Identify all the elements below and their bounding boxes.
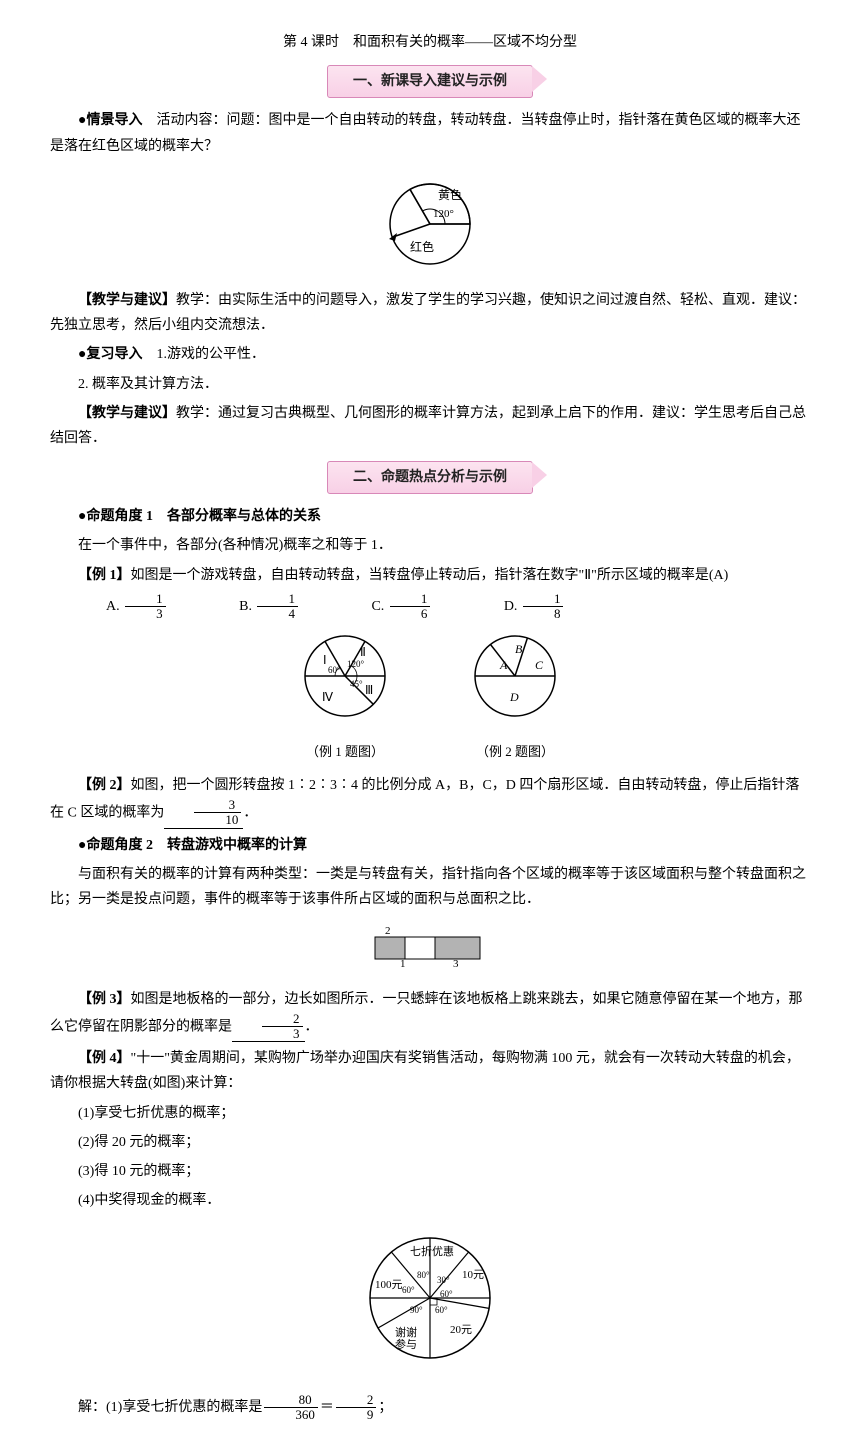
ex2-label: 【例 2】 (78, 778, 131, 793)
lesson-title: 第 4 课时 和面积有关的概率——区域不均分型 (50, 30, 810, 55)
svg-text:Ⅲ: Ⅲ (365, 683, 373, 697)
svg-text:1: 1 (400, 958, 406, 967)
solution: 解：(1)享受七折优惠的概率是80360＝29； (50, 1393, 810, 1423)
ex1-label: 【例 1】 (78, 568, 131, 583)
svg-text:60°: 60° (440, 1289, 453, 1299)
ex1-text: 如图是一个游戏转盘，自由转动转盘，当转盘停止转动后，指针落在数字"Ⅱ"所示区域的… (131, 568, 729, 583)
svg-text:红色: 红色 (410, 239, 434, 254)
svg-text:黄色: 黄色 (438, 188, 462, 202)
angle1-text: 在一个事件中，各部分(各种情况)概率之和等于 1． (50, 533, 810, 558)
svg-text:3: 3 (453, 958, 459, 967)
prize-wheel-svg: 七折优惠 10元 20元 谢谢 参与 100元 80° 30° 60° 60° … (345, 1223, 515, 1373)
svg-text:20元: 20元 (450, 1324, 472, 1336)
banner-2-text: 二、命题热点分析与示例 (327, 461, 533, 494)
ex1-figure: Ⅰ Ⅱ Ⅲ Ⅳ 60° 120° 45° （例 1 题图） (290, 631, 400, 763)
sol-text2: ； (378, 1400, 392, 1415)
svg-text:30°: 30° (437, 1275, 450, 1285)
svg-text:七折优惠: 七折优惠 (410, 1244, 454, 1258)
intro-text: 活动内容：问题：图中是一个自由转动的转盘，转动转盘．当转盘停止时，指针落在黄色区… (50, 113, 800, 153)
svg-text:60°: 60° (402, 1285, 415, 1295)
ex3-figure: 2 1 3 (50, 922, 810, 976)
sol-label: 解： (78, 1400, 106, 1415)
svg-text:60°: 60° (435, 1305, 448, 1315)
ex1-ex2-figures: Ⅰ Ⅱ Ⅲ Ⅳ 60° 120° 45° （例 1 题图） A B C D （例… (50, 631, 810, 763)
intro-scenario: ●情景导入 活动内容：问题：图中是一个自由转动的转盘，转动转盘．当转盘停止时，指… (50, 108, 810, 158)
svg-text:2: 2 (385, 925, 391, 937)
ex1-options: A. 13 B. 14 C. 16 D. 18 (50, 592, 810, 622)
ex2-text2: ． (243, 806, 257, 821)
ex4-figure: 七折优惠 10元 20元 谢谢 参与 100元 80° 30° 60° 60° … (50, 1223, 810, 1382)
section-2-banner: 二、命题热点分析与示例 (50, 461, 810, 494)
ex3-text2: ． (305, 1019, 319, 1034)
ex1-caption: （例 1 题图） (290, 740, 400, 763)
ex2-figure: A B C D （例 2 题图） (460, 631, 570, 763)
teaching-advice-1: 【教学与建议】教学：由实际生活中的问题导入，激发了学生的学习兴趣，使知识之间过渡… (50, 288, 810, 338)
option-a: A. 13 (78, 592, 168, 622)
svg-text:80°: 80° (417, 1270, 430, 1280)
ex2-caption: （例 2 题图） (460, 740, 570, 763)
ex4-q3: (3)得 10 元的概率； (50, 1159, 810, 1184)
ex4-label: 【例 4】 (78, 1051, 131, 1066)
spinner-1-figure: 黄色 120° 红色 (50, 169, 810, 278)
svg-text:参与: 参与 (395, 1337, 417, 1351)
ex4-q1: (1)享受七折优惠的概率； (50, 1101, 810, 1126)
angle1-lead: ●命题角度 1 各部分概率与总体的关系 (50, 504, 810, 529)
teaching-advice-2: 【教学与建议】教学：通过复习古典概型、几何图形的概率计算方法，起到承上启下的作用… (50, 401, 810, 451)
svg-text:Ⅱ: Ⅱ (360, 645, 366, 659)
ex4-q4: (4)中奖得现金的概率． (50, 1188, 810, 1213)
svg-text:B: B (515, 642, 523, 656)
example-2: 【例 2】如图，把一个圆形转盘按 1∶2∶3∶4 的比例分成 A，B，C，D 四… (50, 773, 810, 829)
spinner-1-svg: 黄色 120° 红色 (375, 169, 485, 269)
svg-text:120°: 120° (433, 208, 454, 220)
option-b: B. 14 (211, 592, 300, 622)
svg-text:C: C (535, 658, 544, 672)
example-3: 【例 3】如图是地板格的一部分，边长如图所示．一只蟋蟀在该地板格上跳来跳去，如果… (50, 987, 810, 1043)
example-1: 【例 1】如图是一个游戏转盘，自由转动转盘，当转盘停止转动后，指针落在数字"Ⅱ"… (50, 563, 810, 588)
section-1-banner: 一、新课导入建议与示例 (50, 65, 810, 98)
svg-text:60°: 60° (328, 665, 341, 675)
sol-eq: ＝ (320, 1400, 334, 1415)
floor-svg: 2 1 3 (355, 922, 505, 967)
svg-text:Ⅳ: Ⅳ (322, 690, 333, 704)
ex2-text1: 如图，把一个圆形转盘按 1∶2∶3∶4 的比例分成 A，B，C，D 四个扇形区域… (50, 778, 799, 821)
angle2-lead: ●命题角度 2 转盘游戏中概率的计算 (50, 833, 810, 858)
svg-text:A: A (499, 658, 508, 672)
ex2-spinner-svg: A B C D (460, 631, 570, 726)
svg-text:100元: 100元 (375, 1279, 403, 1291)
svg-text:Ⅰ: Ⅰ (323, 653, 327, 667)
teach1-label: 【教学与建议】 (78, 293, 176, 308)
review-item2: 2. 概率及其计算方法． (50, 372, 810, 397)
sol-text1: (1)享受七折优惠的概率是 (106, 1400, 262, 1415)
banner-1-text: 一、新课导入建议与示例 (327, 65, 533, 98)
ex3-answer: 23 (232, 1012, 305, 1043)
svg-text:45°: 45° (350, 679, 363, 689)
option-d: D. 18 (476, 592, 566, 622)
ex3-text1: 如图是地板格的一部分，边长如图所示．一只蟋蟀在该地板格上跳来跳去，如果它随意停留… (50, 992, 803, 1035)
ex2-answer: 310 (164, 798, 243, 829)
svg-text:10元: 10元 (462, 1269, 484, 1281)
option-c: C. 16 (343, 592, 432, 622)
intro-lead: ●情景导入 (78, 113, 142, 128)
svg-text:90°: 90° (410, 1305, 423, 1315)
review-item1: 1.游戏的公平性． (156, 347, 265, 362)
review-lead: ●复习导入 (78, 347, 142, 362)
svg-text:D: D (509, 690, 519, 704)
example-4: 【例 4】"十一"黄金周期间，某购物广场举办迎国庆有奖销售活动，每购物满 100… (50, 1046, 810, 1096)
teach2-label: 【教学与建议】 (78, 406, 176, 421)
review-intro: ●复习导入 1.游戏的公平性． (50, 342, 810, 367)
ex4-q2: (2)得 20 元的概率； (50, 1130, 810, 1155)
ex1-spinner-svg: Ⅰ Ⅱ Ⅲ Ⅳ 60° 120° 45° (290, 631, 400, 726)
svg-text:谢谢: 谢谢 (395, 1325, 417, 1339)
ex4-text: "十一"黄金周期间，某购物广场举办迎国庆有奖销售活动，每购物满 100 元，就会… (50, 1051, 800, 1091)
angle2-text: 与面积有关的概率的计算有两种类型：一类是与转盘有关，指针指向各个区域的概率等于该… (50, 862, 810, 912)
svg-text:120°: 120° (347, 659, 365, 669)
ex3-label: 【例 3】 (78, 992, 131, 1007)
